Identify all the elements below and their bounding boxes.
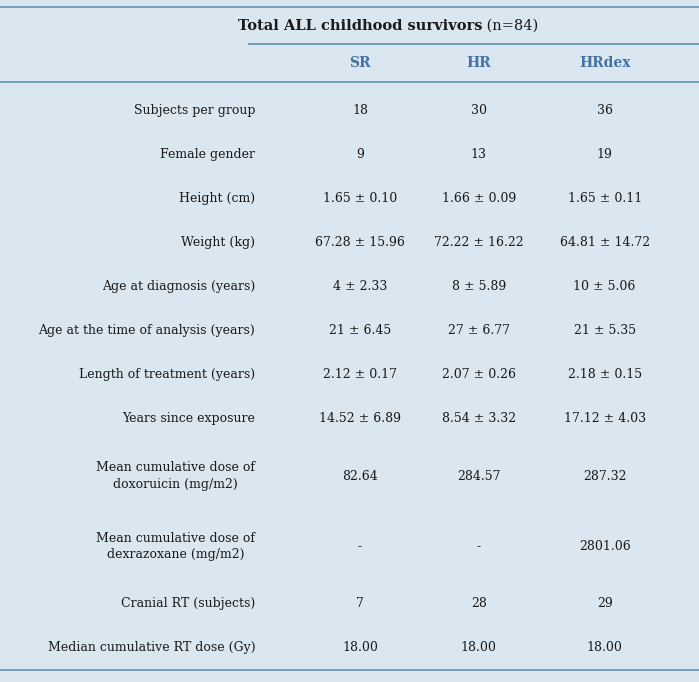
Text: 14.52 ± 6.89: 14.52 ± 6.89 (319, 413, 401, 426)
Text: 72.22 ± 16.22: 72.22 ± 16.22 (434, 236, 524, 249)
Text: 2.07 ± 0.26: 2.07 ± 0.26 (442, 368, 516, 381)
Text: 19: 19 (597, 148, 612, 161)
Text: Mean cumulative dose of
dexrazoxane (mg/m2): Mean cumulative dose of dexrazoxane (mg/… (96, 532, 255, 561)
Text: 2801.06: 2801.06 (579, 540, 630, 553)
Text: 21 ± 6.45: 21 ± 6.45 (329, 324, 391, 338)
Text: 284.57: 284.57 (457, 469, 500, 483)
Text: 18: 18 (352, 104, 368, 117)
Text: Cranial RT (subjects): Cranial RT (subjects) (121, 597, 255, 610)
Text: 18.00: 18.00 (342, 641, 378, 654)
Text: Weight (kg): Weight (kg) (181, 236, 255, 249)
Text: HRdex: HRdex (579, 56, 630, 70)
Text: 4 ± 2.33: 4 ± 2.33 (333, 280, 387, 293)
Text: 8 ± 5.89: 8 ± 5.89 (452, 280, 506, 293)
Text: 27 ± 6.77: 27 ± 6.77 (448, 324, 510, 338)
Text: 36: 36 (597, 104, 612, 117)
Text: 67.28 ± 15.96: 67.28 ± 15.96 (315, 236, 405, 249)
Text: Age at diagnosis (years): Age at diagnosis (years) (102, 280, 255, 293)
Text: Median cumulative RT dose (Gy): Median cumulative RT dose (Gy) (48, 641, 255, 654)
Text: Length of treatment (years): Length of treatment (years) (79, 368, 255, 381)
Text: Total ALL childhood survivors: Total ALL childhood survivors (238, 19, 482, 33)
Text: 7: 7 (356, 597, 364, 610)
Text: SR: SR (350, 56, 370, 70)
Text: 8.54 ± 3.32: 8.54 ± 3.32 (442, 413, 516, 426)
Text: Mean cumulative dose of
doxoruicin (mg/m2): Mean cumulative dose of doxoruicin (mg/m… (96, 461, 255, 491)
Text: 2.18 ± 0.15: 2.18 ± 0.15 (568, 368, 642, 381)
Text: 18.00: 18.00 (586, 641, 623, 654)
Text: Years since exposure: Years since exposure (122, 413, 255, 426)
Text: Subjects per group: Subjects per group (134, 104, 255, 117)
Text: 18.00: 18.00 (461, 641, 497, 654)
Text: HR: HR (466, 56, 491, 70)
Text: 287.32: 287.32 (583, 469, 626, 483)
Text: 1.65 ± 0.11: 1.65 ± 0.11 (568, 192, 642, 205)
Text: (n=84): (n=84) (482, 19, 538, 33)
Text: 30: 30 (471, 104, 487, 117)
Text: Height (cm): Height (cm) (179, 192, 255, 205)
Text: 82.64: 82.64 (342, 469, 378, 483)
Text: 10 ± 5.06: 10 ± 5.06 (573, 280, 636, 293)
Text: 28: 28 (471, 597, 487, 610)
Text: 2.12 ± 0.17: 2.12 ± 0.17 (323, 368, 397, 381)
Text: 9: 9 (356, 148, 364, 161)
Text: 17.12 ± 4.03: 17.12 ± 4.03 (563, 413, 646, 426)
Text: 21 ± 5.35: 21 ± 5.35 (574, 324, 635, 338)
Text: -: - (477, 540, 481, 553)
Text: 1.65 ± 0.10: 1.65 ± 0.10 (323, 192, 397, 205)
Text: 13: 13 (471, 148, 487, 161)
Text: 64.81 ± 14.72: 64.81 ± 14.72 (560, 236, 649, 249)
Text: 29: 29 (597, 597, 612, 610)
Text: 1.66 ± 0.09: 1.66 ± 0.09 (442, 192, 516, 205)
Text: Age at the time of analysis (years): Age at the time of analysis (years) (38, 324, 255, 338)
Text: -: - (358, 540, 362, 553)
Text: Female gender: Female gender (160, 148, 255, 161)
